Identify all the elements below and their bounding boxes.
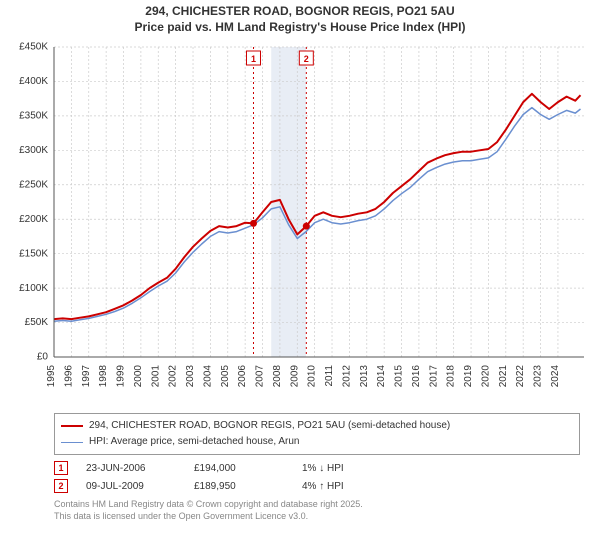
svg-text:1996: 1996 (63, 365, 74, 388)
legend-label: 294, CHICHESTER ROAD, BOGNOR REGIS, PO21… (89, 418, 450, 434)
svg-text:£0: £0 (37, 352, 49, 363)
marker-row: 2 09-JUL-2009 £189,950 4% ↑ HPI (54, 477, 580, 495)
svg-text:2019: 2019 (463, 365, 474, 388)
svg-text:£200K: £200K (19, 214, 48, 225)
legend-swatch (61, 425, 83, 427)
svg-text:2018: 2018 (446, 365, 457, 388)
svg-text:£250K: £250K (19, 180, 48, 191)
svg-text:2001: 2001 (150, 365, 161, 388)
marker-price: £189,950 (194, 481, 284, 492)
svg-text:£150K: £150K (19, 248, 48, 259)
svg-text:2005: 2005 (220, 365, 231, 388)
chart-legend: 294, CHICHESTER ROAD, BOGNOR REGIS, PO21… (54, 413, 580, 455)
svg-text:2003: 2003 (185, 365, 196, 388)
legend-label: HPI: Average price, semi-detached house,… (89, 434, 300, 450)
title-line1: 294, CHICHESTER ROAD, BOGNOR REGIS, PO21… (0, 4, 600, 20)
legend-item: HPI: Average price, semi-detached house,… (61, 434, 573, 450)
svg-text:£100K: £100K (19, 283, 48, 294)
svg-text:2014: 2014 (376, 365, 387, 388)
svg-text:2023: 2023 (533, 365, 544, 388)
svg-text:2021: 2021 (498, 365, 509, 388)
line-chart: £0 £50K £100K £150K £200K £250K £300K £350K £400… (10, 37, 590, 407)
svg-text:2: 2 (304, 54, 309, 64)
svg-text:1997: 1997 (81, 365, 92, 388)
footer-line2: This data is licensed under the Open Gov… (54, 511, 580, 523)
chart-area: £0 £50K £100K £150K £200K £250K £300K £350K £400… (10, 37, 590, 407)
svg-text:2000: 2000 (133, 365, 144, 388)
svg-text:£400K: £400K (19, 76, 48, 87)
svg-text:1995: 1995 (46, 365, 57, 388)
marker-table: 1 23-JUN-2006 £194,000 1% ↓ HPI 2 09-JUL-2009… (54, 459, 580, 495)
svg-text:£350K: £350K (19, 111, 48, 122)
marker-number-box: 1 (54, 461, 68, 475)
marker-delta: 4% ↑ HPI (302, 481, 392, 492)
svg-text:1998: 1998 (98, 365, 109, 388)
svg-text:2012: 2012 (341, 365, 352, 388)
svg-text:2006: 2006 (237, 365, 248, 388)
legend-item: 294, CHICHESTER ROAD, BOGNOR REGIS, PO21… (61, 418, 573, 434)
svg-text:2007: 2007 (255, 365, 266, 388)
svg-text:£50K: £50K (25, 317, 49, 328)
svg-text:1: 1 (251, 54, 256, 64)
legend-swatch (61, 442, 83, 443)
svg-text:2002: 2002 (168, 365, 179, 388)
svg-text:2016: 2016 (411, 365, 422, 388)
marker-delta: 1% ↓ HPI (302, 463, 392, 474)
footer-line1: Contains HM Land Registry data © Crown c… (54, 499, 580, 511)
svg-text:2009: 2009 (289, 365, 300, 388)
svg-text:£450K: £450K (19, 42, 48, 53)
svg-text:2010: 2010 (307, 365, 318, 388)
svg-text:1999: 1999 (116, 365, 127, 388)
chart-footer: Contains HM Land Registry data © Crown c… (54, 499, 580, 522)
svg-text:2004: 2004 (202, 365, 213, 388)
marker-price: £194,000 (194, 463, 284, 474)
svg-text:£300K: £300K (19, 145, 48, 156)
svg-text:2015: 2015 (394, 365, 405, 388)
svg-text:2008: 2008 (272, 365, 283, 388)
marker-row: 1 23-JUN-2006 £194,000 1% ↓ HPI (54, 459, 580, 477)
title-line2: Price paid vs. HM Land Registry's House … (0, 20, 600, 36)
svg-text:2017: 2017 (428, 365, 439, 388)
chart-title-block: 294, CHICHESTER ROAD, BOGNOR REGIS, PO21… (0, 0, 600, 37)
svg-text:2020: 2020 (480, 365, 491, 388)
marker-date: 23-JUN-2006 (86, 463, 176, 474)
svg-text:2013: 2013 (359, 365, 370, 388)
marker-number-box: 2 (54, 479, 68, 493)
svg-text:2011: 2011 (324, 365, 335, 387)
marker-date: 09-JUL-2009 (86, 481, 176, 492)
svg-text:2022: 2022 (515, 365, 526, 388)
svg-text:2024: 2024 (550, 365, 561, 388)
